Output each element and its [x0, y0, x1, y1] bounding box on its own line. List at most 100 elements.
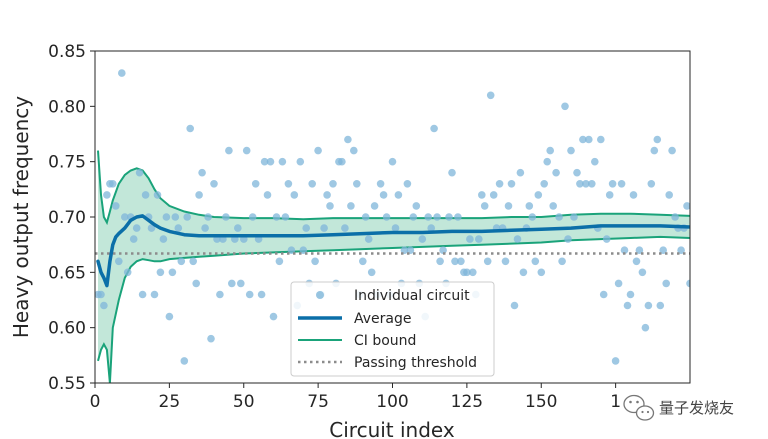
legend-box [290, 281, 495, 377]
scatter-point [644, 301, 653, 310]
scatter-point [591, 157, 599, 166]
scatter-point [507, 180, 516, 188]
scatter-point [653, 135, 662, 144]
scatter-point [597, 135, 605, 144]
scatter-point [242, 146, 251, 155]
scatter-point [234, 224, 242, 232]
scatter-point [626, 290, 635, 299]
scatter-point [599, 290, 608, 299]
scatter-point [115, 257, 123, 266]
scatter-point [671, 213, 679, 221]
scatter-point [662, 279, 670, 288]
scatter-point [400, 246, 409, 254]
scatter-point [364, 235, 373, 243]
scatter-point [123, 268, 132, 277]
scatter-point [225, 146, 233, 155]
scatter-point [278, 157, 287, 166]
scatter-point [445, 213, 453, 221]
scatter-point [195, 191, 203, 199]
scatter-point [302, 224, 311, 232]
scatter-point [376, 180, 385, 188]
scatter-point [454, 213, 462, 221]
scatter-point [665, 191, 673, 199]
scatter-point [602, 235, 611, 243]
scatter-point [534, 191, 543, 199]
scatter-point [103, 191, 111, 199]
scatter-point [516, 168, 525, 177]
scatter-point [424, 213, 433, 221]
scatter-point [189, 257, 197, 266]
scatter-point [129, 235, 138, 243]
legend-label-individual-circuit: Individual circuit [354, 288, 470, 304]
scatter-point [359, 257, 367, 266]
watermark: 量子发烧友 [623, 394, 734, 421]
scatter-point [186, 124, 194, 133]
scatter-point [579, 135, 587, 144]
scatter-point [260, 157, 269, 166]
scatter-point [361, 213, 370, 221]
scatter-point [311, 257, 319, 266]
scatter-point [495, 180, 504, 188]
scatter-point [632, 257, 641, 266]
x-tick-label: 50 [233, 392, 255, 412]
scatter-point [141, 191, 150, 199]
scatter-point [528, 213, 537, 221]
scatter-point [275, 257, 284, 266]
scatter-point [367, 268, 376, 277]
y-tick-label: 0.75 [48, 153, 86, 173]
scatter-point [222, 213, 230, 221]
scatter-point [382, 213, 391, 221]
y-axis-label: Heavy output frequency [9, 96, 33, 338]
scatter-point [296, 157, 305, 166]
scatter-point [100, 301, 108, 310]
scatter-point [570, 213, 578, 221]
scatter-point [272, 213, 281, 221]
scatter-point [427, 224, 436, 232]
scatter-point [257, 290, 266, 299]
scatter-point [281, 213, 290, 221]
scatter-point [501, 257, 510, 266]
scatter-point [483, 257, 492, 266]
legend-marker-individual-circuit [316, 291, 324, 299]
scatter-point [629, 191, 638, 199]
average-line [96, 214, 690, 288]
x-tick-label: 125 [451, 392, 483, 412]
scatter-point [284, 180, 293, 188]
scatter-point [561, 102, 569, 111]
x-tick-label: 0 [90, 392, 101, 412]
x-tick-label: 25 [159, 392, 181, 412]
scatter-point [216, 290, 224, 299]
scatter-point [469, 268, 477, 277]
scatter-point [118, 69, 126, 77]
scatter-point [201, 224, 209, 232]
tick-layer: 0 25 50 75 100 125 150 1 0.55 0.60 0.65 0.70 0.75 0.8… [48, 42, 621, 412]
scatter-point [656, 301, 665, 310]
scatter-point [210, 180, 218, 188]
scatter-point [576, 180, 584, 188]
x-tick-label: 100 [376, 392, 408, 412]
scatter-point [448, 168, 456, 177]
scatter-point [388, 157, 397, 166]
scatter-point [198, 168, 206, 177]
scatter-point [156, 268, 165, 277]
scatter-point [543, 157, 551, 166]
scatter-point [647, 180, 656, 188]
scatter-point [418, 235, 427, 243]
scatter-point [171, 213, 180, 221]
scatter-point [150, 290, 159, 299]
scatter-point [109, 180, 117, 188]
y-tick-label: 0.55 [48, 374, 86, 394]
scatter-point [379, 191, 388, 199]
x-tick-label: 75 [307, 392, 329, 412]
scatter-point [585, 135, 593, 144]
scatter-point [537, 268, 546, 277]
scatter-point [406, 246, 415, 254]
scatter-point [504, 202, 513, 210]
scatter-point [412, 202, 421, 210]
scatter-point [513, 235, 522, 243]
scatter-point [686, 279, 690, 288]
scatter-point [546, 146, 554, 155]
scatter-point [525, 202, 534, 210]
scatter-point [478, 191, 486, 199]
scatter-point [391, 224, 400, 232]
